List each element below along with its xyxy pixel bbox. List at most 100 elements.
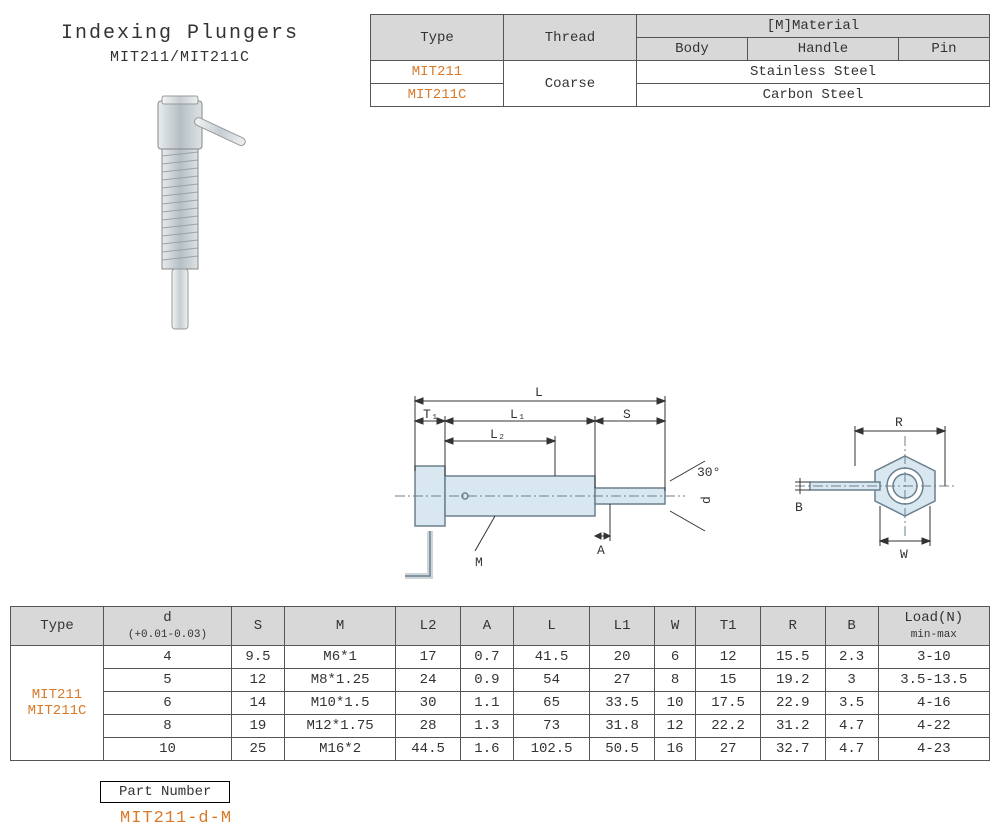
svg-text:L₁: L₁	[510, 407, 526, 422]
spec-col: L	[513, 607, 589, 646]
svg-text:L₂: L₂	[490, 427, 506, 442]
spec-cell: M12*1.75	[284, 715, 395, 738]
svg-text:L: L	[535, 385, 543, 400]
svg-text:T₁: T₁	[423, 407, 439, 422]
spec-col: A	[460, 607, 513, 646]
spec-cell: 2.3	[825, 646, 878, 669]
spec-cell: 17.5	[696, 692, 761, 715]
spec-cell: 44.5	[396, 738, 461, 761]
spec-cell: M10*1.5	[284, 692, 395, 715]
page-title: Indexing Plungers	[10, 22, 350, 45]
cell: Stainless Steel	[637, 61, 990, 84]
spec-cell: 4.7	[825, 715, 878, 738]
spec-cell: 54	[513, 669, 589, 692]
svg-text:30°: 30°	[697, 465, 720, 480]
spec-cell: 10	[104, 738, 232, 761]
spec-cell: 33.5	[590, 692, 655, 715]
spec-cell: 17	[396, 646, 461, 669]
svg-text:B: B	[795, 500, 803, 515]
spec-cell: 8	[104, 715, 232, 738]
material-table: Type Thread [M]Material Body Handle Pin …	[370, 14, 990, 107]
part-number-label: Part Number	[101, 782, 230, 803]
spec-col: S	[231, 607, 284, 646]
spec-cell: 4-16	[878, 692, 989, 715]
spec-cell: 6	[104, 692, 232, 715]
page-subtitle: MIT211/MIT211C	[10, 49, 350, 66]
spec-cell: 31.8	[590, 715, 655, 738]
spec-cell: 15	[696, 669, 761, 692]
cell: Carbon Steel	[637, 84, 990, 107]
spec-cell: 14	[231, 692, 284, 715]
spec-cell: 31.2	[760, 715, 825, 738]
spec-cell: 15.5	[760, 646, 825, 669]
col-body: Body	[637, 38, 748, 61]
part-number-box: Part Number	[100, 781, 230, 803]
spec-cell: 12	[696, 646, 761, 669]
spec-col: d(+0.01-0.03)	[104, 607, 232, 646]
spec-col: Type	[11, 607, 104, 646]
spec-cell: M16*2	[284, 738, 395, 761]
col-type: Type	[371, 15, 504, 61]
spec-cell: 1.1	[460, 692, 513, 715]
side-diagram: L T₁ L₁ S L₂ M A 30° d	[375, 376, 755, 596]
spec-cell: 3-10	[878, 646, 989, 669]
spec-cell: 3.5-13.5	[878, 669, 989, 692]
spec-cell: 16	[654, 738, 695, 761]
spec-cell: 27	[590, 669, 655, 692]
spec-cell: 30	[396, 692, 461, 715]
spec-cell: M6*1	[284, 646, 395, 669]
spec-cell: 102.5	[513, 738, 589, 761]
spec-cell: 19.2	[760, 669, 825, 692]
svg-text:W: W	[900, 547, 908, 562]
svg-text:M: M	[475, 555, 483, 570]
svg-text:d: d	[699, 496, 714, 504]
spec-cell: 4-23	[878, 738, 989, 761]
spec-cell: 0.7	[460, 646, 513, 669]
product-image	[90, 86, 270, 346]
cell: MIT211C	[371, 84, 504, 107]
spec-cell: 8	[654, 669, 695, 692]
svg-text:S: S	[623, 407, 631, 422]
spec-cell: M8*1.25	[284, 669, 395, 692]
spec-col: M	[284, 607, 395, 646]
spec-col: L1	[590, 607, 655, 646]
spec-table: Typed(+0.01-0.03)SML2ALL1WT1RBLoad(N)min…	[10, 606, 990, 761]
spec-cell: 9.5	[231, 646, 284, 669]
spec-cell: 24	[396, 669, 461, 692]
spec-cell: 6	[654, 646, 695, 669]
spec-cell: 3	[825, 669, 878, 692]
spec-cell: 27	[696, 738, 761, 761]
spec-col: W	[654, 607, 695, 646]
svg-text:A: A	[597, 543, 605, 558]
spec-cell: 22.2	[696, 715, 761, 738]
spec-col: R	[760, 607, 825, 646]
spec-col: L2	[396, 607, 461, 646]
spec-cell: 5	[104, 669, 232, 692]
cell: MIT211	[371, 61, 504, 84]
svg-text:R: R	[895, 415, 903, 430]
col-material: [M]Material	[637, 15, 990, 38]
spec-cell: 20	[590, 646, 655, 669]
col-handle: Handle	[747, 38, 898, 61]
spec-cell: 22.9	[760, 692, 825, 715]
spec-cell: 10	[654, 692, 695, 715]
cell: Coarse	[504, 61, 637, 107]
spec-cell: 25	[231, 738, 284, 761]
spec-cell: 1.6	[460, 738, 513, 761]
spec-cell: 50.5	[590, 738, 655, 761]
spec-cell: 12	[231, 669, 284, 692]
spec-cell: 32.7	[760, 738, 825, 761]
spec-type-cell: MIT211MIT211C	[11, 646, 104, 761]
spec-cell: 4.7	[825, 738, 878, 761]
end-diagram: R B W	[795, 396, 965, 576]
col-thread: Thread	[504, 15, 637, 61]
spec-cell: 12	[654, 715, 695, 738]
spec-cell: 65	[513, 692, 589, 715]
spec-cell: 41.5	[513, 646, 589, 669]
spec-cell: 3.5	[825, 692, 878, 715]
spec-cell: 73	[513, 715, 589, 738]
spec-cell: 4	[104, 646, 232, 669]
spec-cell: 19	[231, 715, 284, 738]
spec-cell: 4-22	[878, 715, 989, 738]
spec-col: T1	[696, 607, 761, 646]
